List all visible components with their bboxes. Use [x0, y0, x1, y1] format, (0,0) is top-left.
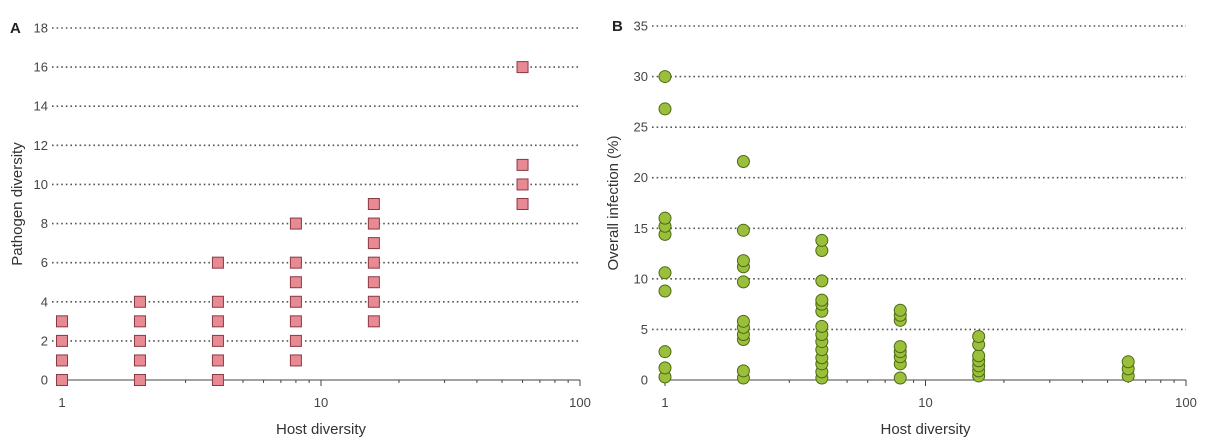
data-point: [893, 371, 907, 385]
data-point: [211, 334, 224, 347]
y-tick-label: 15: [634, 221, 648, 236]
x-tick-label: 100: [1175, 395, 1197, 410]
data-point: [516, 158, 529, 171]
data-point: [133, 374, 146, 386]
data-point: [289, 295, 302, 308]
data-point: [893, 303, 907, 317]
data-point: [367, 295, 380, 308]
data-point: [367, 217, 380, 230]
data-point: [289, 217, 302, 230]
data-points: [56, 61, 529, 386]
data-point: [658, 345, 672, 359]
data-point: [658, 284, 672, 298]
x-axis-title: Host diversity: [880, 421, 971, 438]
data-point: [736, 223, 750, 237]
data-point: [56, 374, 68, 386]
data-point: [736, 275, 750, 289]
y-tick-label: 12: [34, 138, 48, 153]
data-point: [815, 274, 829, 288]
y-tick-label: 2: [41, 333, 48, 348]
data-point: [289, 276, 302, 289]
y-tick-label: 0: [641, 373, 648, 388]
data-point: [736, 254, 750, 268]
y-tick-label: 25: [634, 120, 648, 135]
data-point: [133, 315, 146, 328]
data-point: [133, 354, 146, 367]
y-tick-label: 10: [634, 271, 648, 286]
y-tick-label: 14: [34, 99, 48, 114]
data-point: [211, 256, 224, 269]
data-point: [516, 178, 529, 191]
data-point: [289, 354, 302, 367]
data-point: [367, 198, 380, 210]
y-tick-label: 35: [634, 19, 648, 34]
data-point: [211, 374, 224, 386]
data-point: [289, 315, 302, 328]
x-tick-label: 10: [314, 395, 328, 410]
data-point: [516, 61, 529, 74]
data-point: [133, 334, 146, 347]
data-point: [893, 340, 907, 354]
data-point: [516, 198, 529, 210]
data-point: [56, 315, 68, 328]
x-axis-title: Host diversity: [276, 421, 367, 438]
data-point: [658, 102, 672, 116]
data-point: [367, 276, 380, 289]
data-point: [211, 315, 224, 328]
data-point: [367, 315, 380, 328]
data-points: [658, 70, 1135, 385]
y-tick-label: 6: [41, 255, 48, 270]
data-point: [367, 237, 380, 250]
y-tick-label: 4: [41, 294, 48, 309]
y-tick-label: 0: [41, 373, 48, 388]
data-point: [1121, 355, 1135, 369]
y-tick-label: 5: [641, 322, 648, 337]
data-point: [658, 361, 672, 375]
x-tick-label: 1: [58, 395, 65, 410]
data-point: [658, 211, 672, 225]
panel-a: A 0 2 4 6 8 10 12 14 16 18 1 10 100 Host diversity Path…: [9, 20, 591, 438]
panel-b: B 0 5 10 15 20 25 30 35 1 10 100 Host diversity Overa…: [605, 18, 1197, 438]
data-point: [736, 155, 750, 169]
y-axis-title: Pathogen diversity: [9, 142, 26, 266]
y-tick-label: 10: [34, 177, 48, 192]
panel-letter: B: [612, 18, 623, 35]
data-point: [133, 295, 146, 308]
y-tick-label: 30: [634, 69, 648, 84]
data-point: [736, 364, 750, 378]
data-point: [658, 70, 672, 84]
y-axis-title: Overall infection (%): [605, 135, 622, 270]
x-tick-label: 100: [569, 395, 591, 410]
y-tick-label: 20: [634, 170, 648, 185]
data-point: [815, 293, 829, 307]
x-tick-label: 1: [661, 395, 668, 410]
panel-letter: A: [10, 20, 21, 37]
data-point: [815, 233, 829, 247]
y-tick-label: 16: [34, 60, 48, 75]
data-point: [211, 295, 224, 308]
data-point: [972, 349, 986, 363]
data-point: [56, 334, 68, 347]
data-point: [367, 256, 380, 269]
data-point: [736, 314, 750, 328]
y-tick-label: 8: [41, 216, 48, 231]
y-tick-label: 18: [34, 21, 48, 36]
x-tick-label: 10: [918, 395, 932, 410]
data-point: [815, 319, 829, 333]
data-point: [972, 330, 986, 344]
data-point: [56, 354, 68, 367]
data-point: [211, 354, 224, 367]
data-point: [289, 256, 302, 269]
data-point: [658, 266, 672, 280]
data-point: [289, 334, 302, 347]
